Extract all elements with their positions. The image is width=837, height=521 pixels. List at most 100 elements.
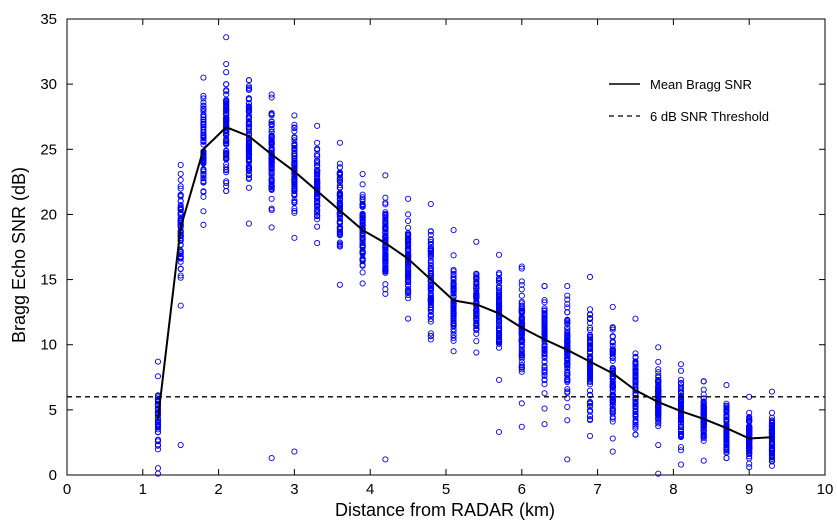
scatter-point — [677, 361, 685, 368]
scatter-point — [382, 290, 389, 297]
scatter-point — [518, 400, 525, 407]
scatter-point — [768, 440, 775, 447]
scatter-point — [405, 282, 412, 290]
scatter-point — [450, 337, 457, 344]
scatter-point — [154, 442, 162, 449]
scatter-point — [609, 354, 616, 362]
scatter-point — [314, 202, 321, 209]
scatter-point — [200, 166, 207, 173]
scatter-point — [382, 194, 389, 201]
scatter-point — [450, 252, 457, 259]
scatter-point — [268, 205, 275, 212]
scatter-point — [746, 443, 753, 450]
scatter-point — [245, 100, 252, 107]
scatter-point — [291, 142, 298, 149]
scatter-point — [586, 348, 594, 355]
scatter-point — [632, 367, 639, 374]
scatter-point — [541, 358, 548, 365]
scatter-point — [405, 267, 412, 274]
scatter-point — [268, 141, 275, 148]
scatter-point — [586, 342, 594, 349]
scatter-point — [177, 176, 184, 183]
scatter-point — [200, 174, 207, 182]
scatter-point — [268, 118, 275, 125]
scatter-point — [336, 160, 343, 167]
scatter-point — [382, 254, 389, 261]
scatter-point — [382, 244, 389, 251]
scatter-point — [405, 315, 412, 322]
scatter-point — [677, 427, 685, 434]
scatter-point — [450, 331, 457, 338]
scatter-point — [359, 170, 366, 178]
scatter-point — [359, 194, 366, 201]
scatter-point — [427, 283, 434, 290]
scatter-point — [564, 350, 571, 357]
scatter-point — [496, 283, 503, 290]
scatter-point — [314, 171, 321, 178]
scatter-point — [473, 321, 480, 328]
scatter-point — [655, 423, 662, 430]
scatter-point — [564, 375, 571, 383]
scatter-point — [427, 318, 434, 325]
scatter-point — [632, 403, 639, 410]
x-tick-label: 3 — [290, 481, 298, 498]
scatter-point — [700, 378, 707, 385]
scatter-point — [518, 302, 525, 309]
scatter-point — [268, 137, 275, 144]
scatter-point — [655, 405, 662, 412]
x-axis-label: Distance from RADAR (km) — [335, 500, 555, 520]
scatter-point — [405, 217, 412, 224]
scatter-point — [200, 114, 207, 121]
scatter-point — [450, 290, 457, 297]
scatter-point — [291, 159, 298, 167]
x-tick-label: 2 — [214, 481, 222, 498]
scatter-point — [223, 148, 230, 155]
scatter-point — [677, 404, 685, 411]
scatter-point — [291, 121, 298, 128]
scatter-point — [223, 123, 230, 130]
scatter-point — [405, 295, 412, 302]
scatter-point — [541, 319, 548, 326]
scatter-point — [746, 464, 753, 471]
y-tick-label: 25 — [40, 141, 57, 158]
legend: Mean Bragg SNR 6 dB SNR Threshold — [609, 77, 769, 124]
scatter-point — [268, 125, 275, 133]
scatter-point — [359, 181, 366, 188]
scatter-point — [473, 311, 480, 318]
scatter-point — [450, 280, 457, 287]
x-tick-label: 10 — [817, 481, 834, 498]
axis-ticks — [66, 18, 826, 476]
scatter-point — [336, 164, 343, 171]
scatter-point — [677, 395, 685, 402]
scatter-point — [632, 364, 639, 371]
scatter-point — [473, 309, 480, 316]
scatter-point — [177, 265, 184, 273]
scatter-point — [655, 414, 662, 421]
scatter-point — [609, 379, 616, 386]
scatter-point — [677, 461, 685, 468]
scatter-point — [473, 292, 480, 299]
scatter-point — [586, 363, 594, 370]
scatter-point — [632, 387, 639, 394]
scatter-point — [177, 236, 184, 243]
scatter-point — [291, 125, 298, 132]
scatter-point — [723, 400, 730, 407]
scatter-point — [473, 285, 480, 292]
scatter-point — [473, 338, 480, 345]
x-tick-label: 5 — [442, 481, 450, 498]
scatter-point — [586, 378, 594, 385]
scatter-point — [223, 60, 230, 68]
scatter-point — [723, 382, 730, 389]
scatter-point — [450, 307, 457, 314]
scatter-point — [564, 309, 571, 316]
scatter-point — [677, 430, 685, 437]
scatter-point — [336, 242, 343, 249]
scatter-point — [496, 271, 503, 278]
scatter-point — [564, 316, 571, 323]
scatter-point — [223, 81, 230, 88]
scatter-point — [473, 330, 480, 337]
y-tick-label: 5 — [49, 402, 57, 419]
scatter-point — [564, 403, 571, 411]
scatter-point — [382, 211, 389, 218]
scatter-point — [427, 238, 434, 246]
